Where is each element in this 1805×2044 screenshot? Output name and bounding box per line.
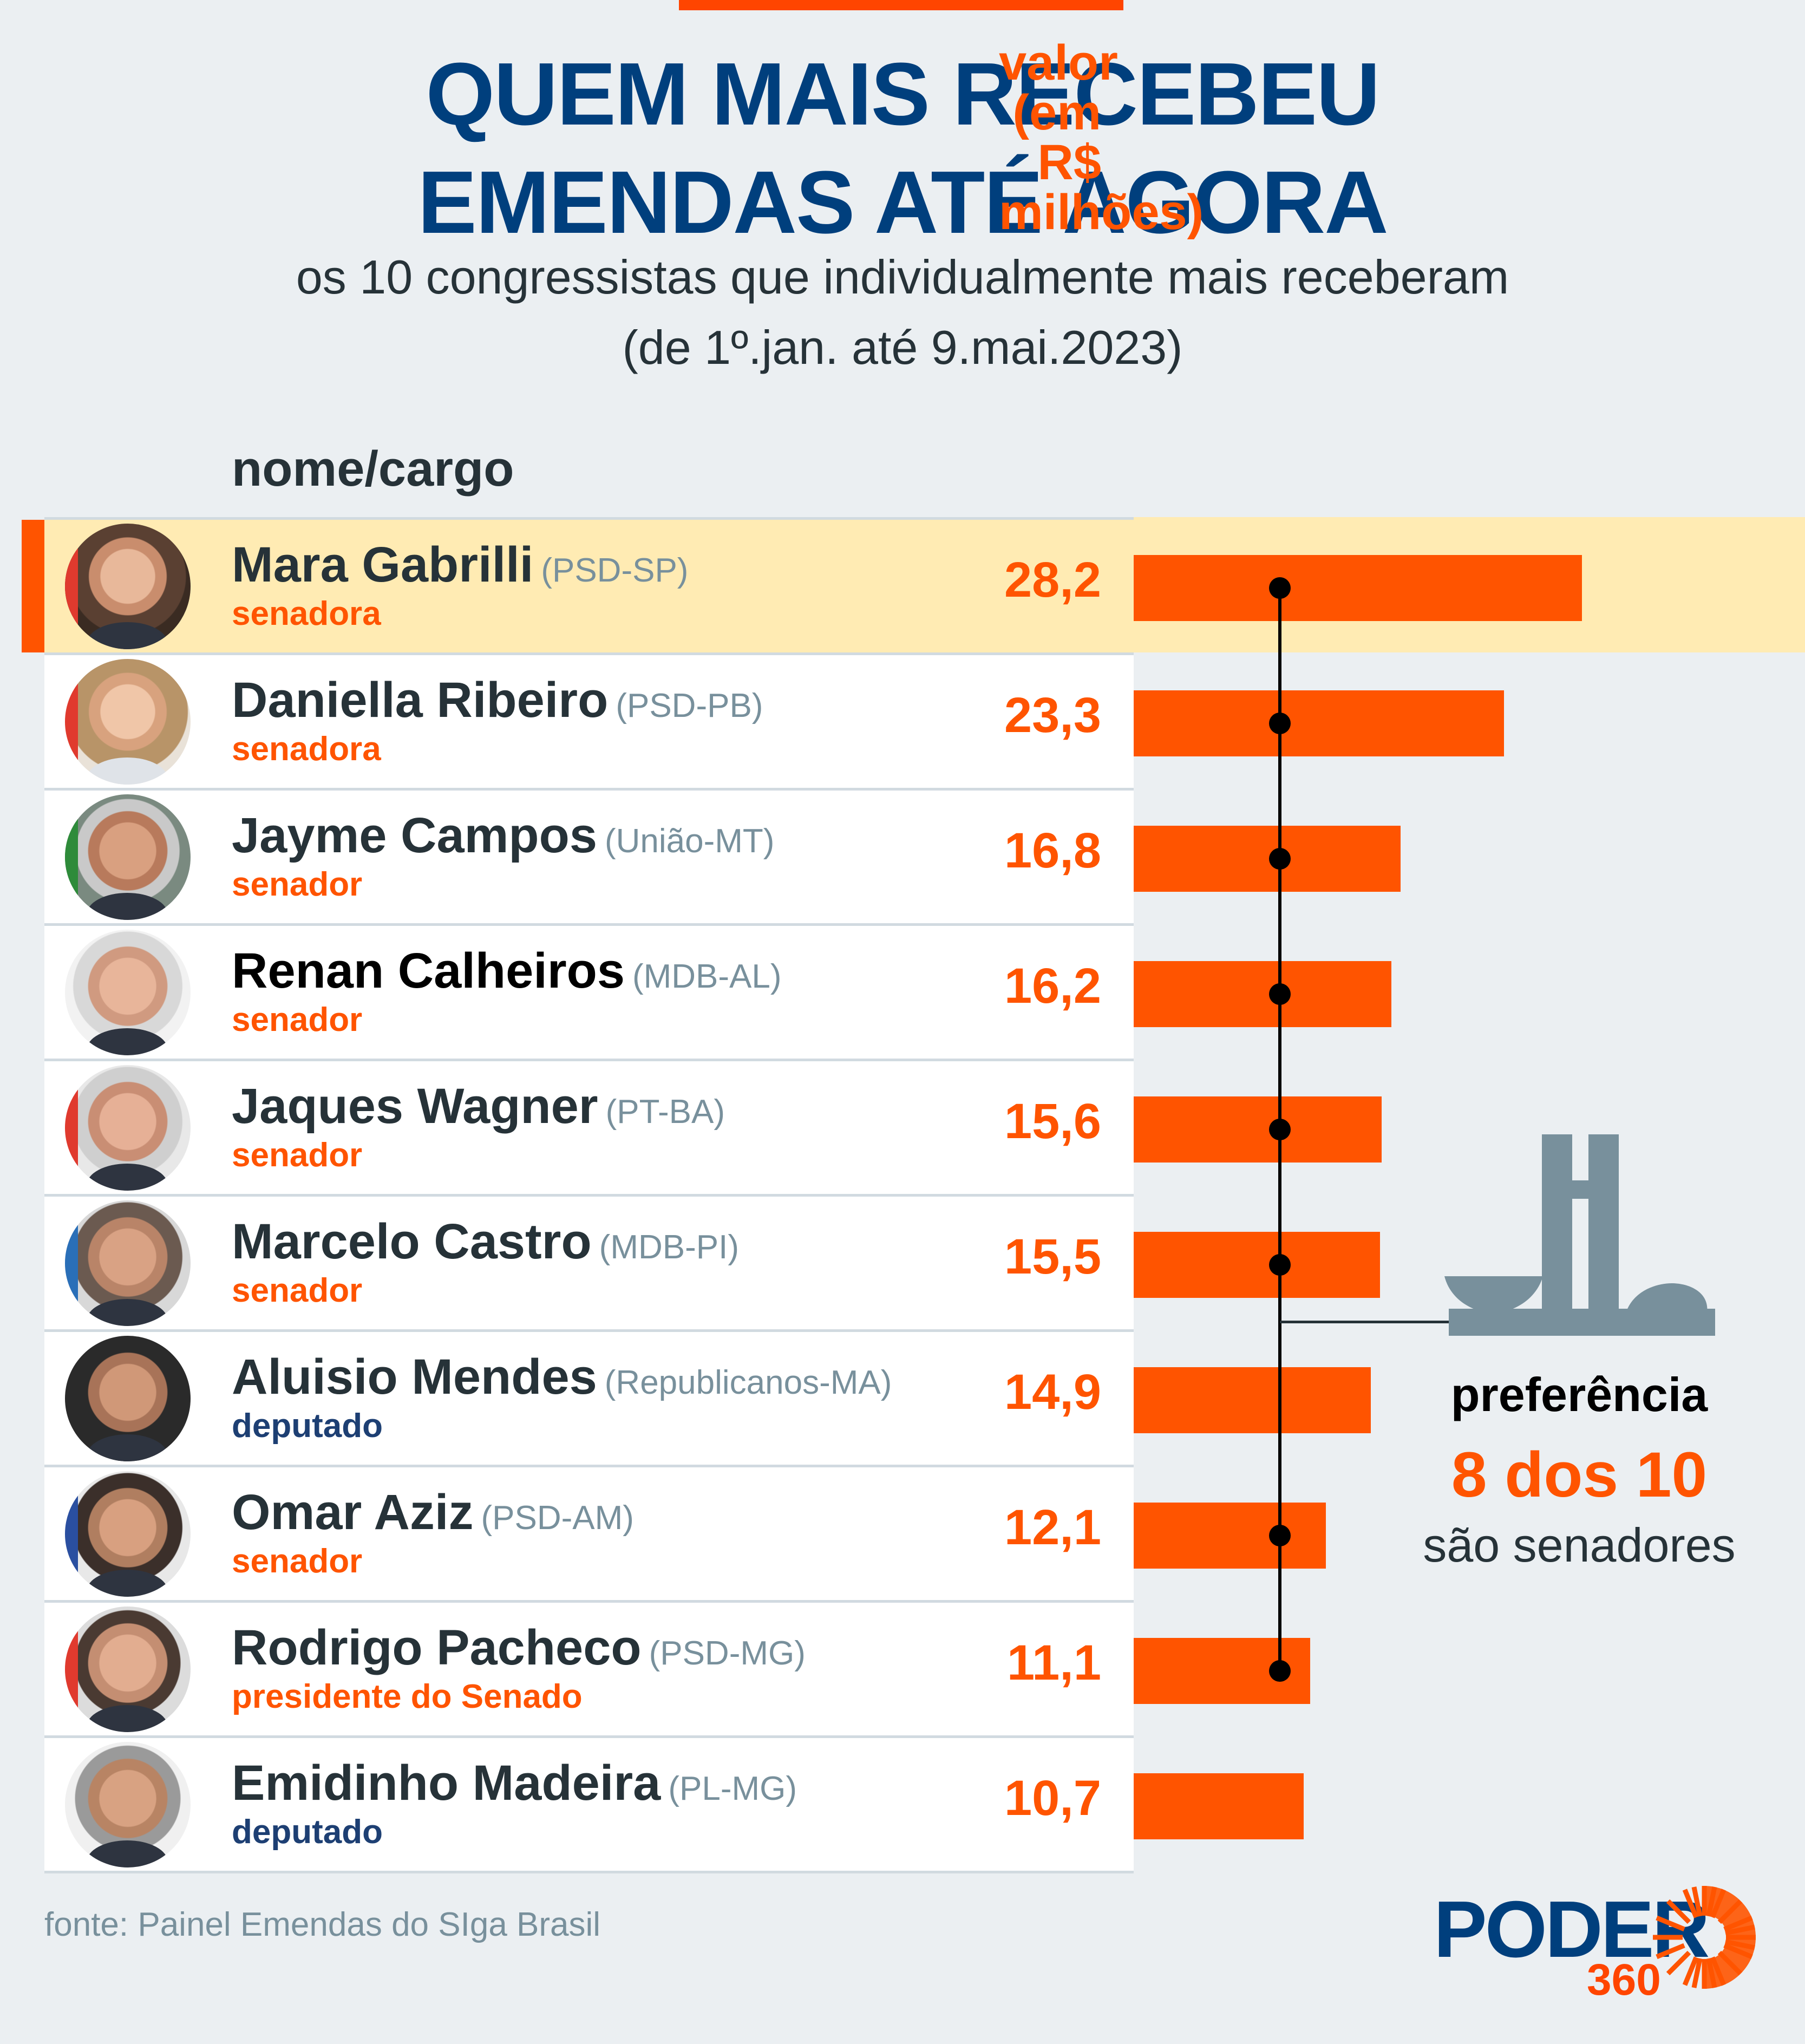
value-label: 10,7	[1004, 1771, 1101, 1826]
callout-subtitle: são senadores	[1423, 1518, 1736, 1572]
person-name: Jaques Wagner	[232, 1079, 598, 1134]
page-title-line2: EMENDAS ATÉ AGORA	[417, 153, 1388, 252]
list-bottom-divider	[44, 1871, 1134, 1873]
role-label: senadora	[232, 730, 381, 768]
value-label: 16,2	[1004, 958, 1101, 1014]
national-congress-icon	[1444, 1134, 1715, 1336]
ranking-list: Mara Gabrilli (PSD-SP) senadora 28,2 Dani…	[0, 517, 1805, 1873]
senator-dot	[1269, 983, 1291, 1005]
value-bar	[1134, 1773, 1304, 1839]
value-label: 11,1	[1007, 1635, 1101, 1690]
avatar	[65, 524, 191, 649]
person-name: Renan Calheiros	[232, 943, 625, 998]
party-label: (PSD-PB)	[616, 687, 763, 724]
party-label: (Republicanos-MA)	[604, 1364, 892, 1401]
value-bar	[1134, 1367, 1371, 1433]
avatar	[65, 1607, 191, 1732]
value-label: 15,6	[1004, 1094, 1101, 1149]
page-title-line1: QUEM MAIS RECEBEU	[426, 44, 1380, 143]
sunburst-icon	[1653, 1886, 1756, 1989]
senator-dot	[1269, 1254, 1291, 1276]
person-name: Omar Aziz	[232, 1485, 474, 1540]
person-name: Marcelo Castro	[232, 1214, 592, 1269]
table-row: Emidinho Madeira (PL-MG) deputado 10,7	[0, 1735, 1805, 1871]
avatar	[65, 1065, 191, 1191]
senator-dot	[1269, 1660, 1291, 1682]
value-label: 23,3	[1004, 688, 1101, 743]
value-bar	[1134, 961, 1391, 1027]
party-label: (PSD-AM)	[481, 1499, 634, 1537]
role-label: senador	[232, 1137, 363, 1174]
callout-title: preferência	[1450, 1368, 1708, 1421]
value-bar	[1134, 555, 1582, 621]
table-row: Omar Aziz (PSD-AM) senador 12,1	[0, 1465, 1805, 1600]
avatar	[65, 659, 191, 785]
avatar	[65, 1471, 191, 1597]
avatar	[65, 930, 191, 1055]
person-name: Jayme Campos	[232, 808, 597, 863]
senator-dot	[1269, 1525, 1291, 1546]
party-label: (União-MT)	[605, 822, 775, 860]
value-label: 12,1	[1004, 1500, 1101, 1555]
callout-count: 8 dos 10	[1451, 1439, 1708, 1511]
logo-number: 360	[1587, 1955, 1661, 2004]
value-bar	[1134, 690, 1504, 756]
avatar	[65, 1200, 191, 1326]
callout-connector-line	[1280, 1321, 1451, 1323]
table-row: Daniella Ribeiro (PSD-PB) senadora 23,3	[0, 652, 1805, 788]
avatar	[65, 1742, 191, 1867]
role-label: senador	[232, 866, 363, 903]
table-row: Rodrigo Pacheco (PSD-MG) presidente do Se…	[0, 1600, 1805, 1735]
source-note: fonte: Painel Emendas do SIga Brasil	[44, 1906, 601, 1943]
column-header-name: nome/cargo	[232, 441, 514, 497]
role-label: deputado	[232, 1407, 383, 1445]
person-name: Daniella Ribeiro	[232, 672, 609, 728]
person-name: Mara Gabrilli	[232, 537, 534, 592]
party-label: (PL-MG)	[668, 1770, 797, 1807]
senator-dot	[1269, 713, 1291, 734]
value-bar	[1134, 1096, 1382, 1163]
avatar	[65, 794, 191, 920]
poder360-logo: PODER 360	[1434, 1883, 1769, 2013]
value-bar	[1134, 826, 1401, 892]
value-label: 16,8	[1004, 823, 1101, 878]
subtitle-line2: (de 1º.jan. até 9.mai.2023)	[622, 321, 1183, 374]
party-label: (PSD-MG)	[649, 1635, 806, 1672]
top-accent-bar	[679, 0, 1123, 10]
person-name: Rodrigo Pacheco	[232, 1620, 642, 1675]
role-label: deputado	[232, 1813, 383, 1851]
table-row: Mara Gabrilli (PSD-SP) senadora 28,2	[0, 517, 1805, 652]
role-label: senador	[232, 1272, 363, 1309]
party-label: (PSD-SP)	[541, 552, 689, 589]
person-name: Aluisio Mendes	[232, 1349, 597, 1405]
role-label: presidente do Senado	[232, 1678, 583, 1715]
party-label: (PT-BA)	[605, 1093, 725, 1131]
role-label: senadora	[232, 595, 381, 632]
column-header-value: valor (em R$ milhões)	[999, 35, 1204, 240]
highlight-marker	[22, 520, 44, 652]
senator-dot	[1269, 1119, 1291, 1140]
value-bar	[1134, 1503, 1326, 1569]
role-label: senador	[232, 1543, 363, 1580]
party-label: (MDB-AL)	[632, 958, 782, 995]
subtitle-line1: os 10 congressistas que individualmente …	[296, 250, 1509, 304]
table-row: Jaques Wagner (PT-BA) senador 15,6	[0, 1059, 1805, 1194]
value-bar	[1134, 1232, 1380, 1298]
value-label: 15,5	[1004, 1229, 1101, 1284]
senator-dot	[1269, 577, 1291, 599]
senator-dot	[1269, 848, 1291, 870]
value-label: 28,2	[1004, 552, 1101, 608]
value-label: 14,9	[1004, 1364, 1101, 1420]
table-row: Aluisio Mendes (Republicanos-MA) deputado…	[0, 1329, 1805, 1465]
avatar	[65, 1336, 191, 1461]
party-label: (MDB-PI)	[599, 1229, 739, 1266]
role-label: senador	[232, 1001, 363, 1039]
table-row: Jayme Campos (União-MT) senador 16,8	[0, 788, 1805, 923]
table-row: Marcelo Castro (MDB-PI) senador 15,5	[0, 1194, 1805, 1329]
table-row: Renan Calheiros (MDB-AL) senador 16,2	[0, 923, 1805, 1059]
person-name: Emidinho Madeira	[232, 1755, 661, 1811]
